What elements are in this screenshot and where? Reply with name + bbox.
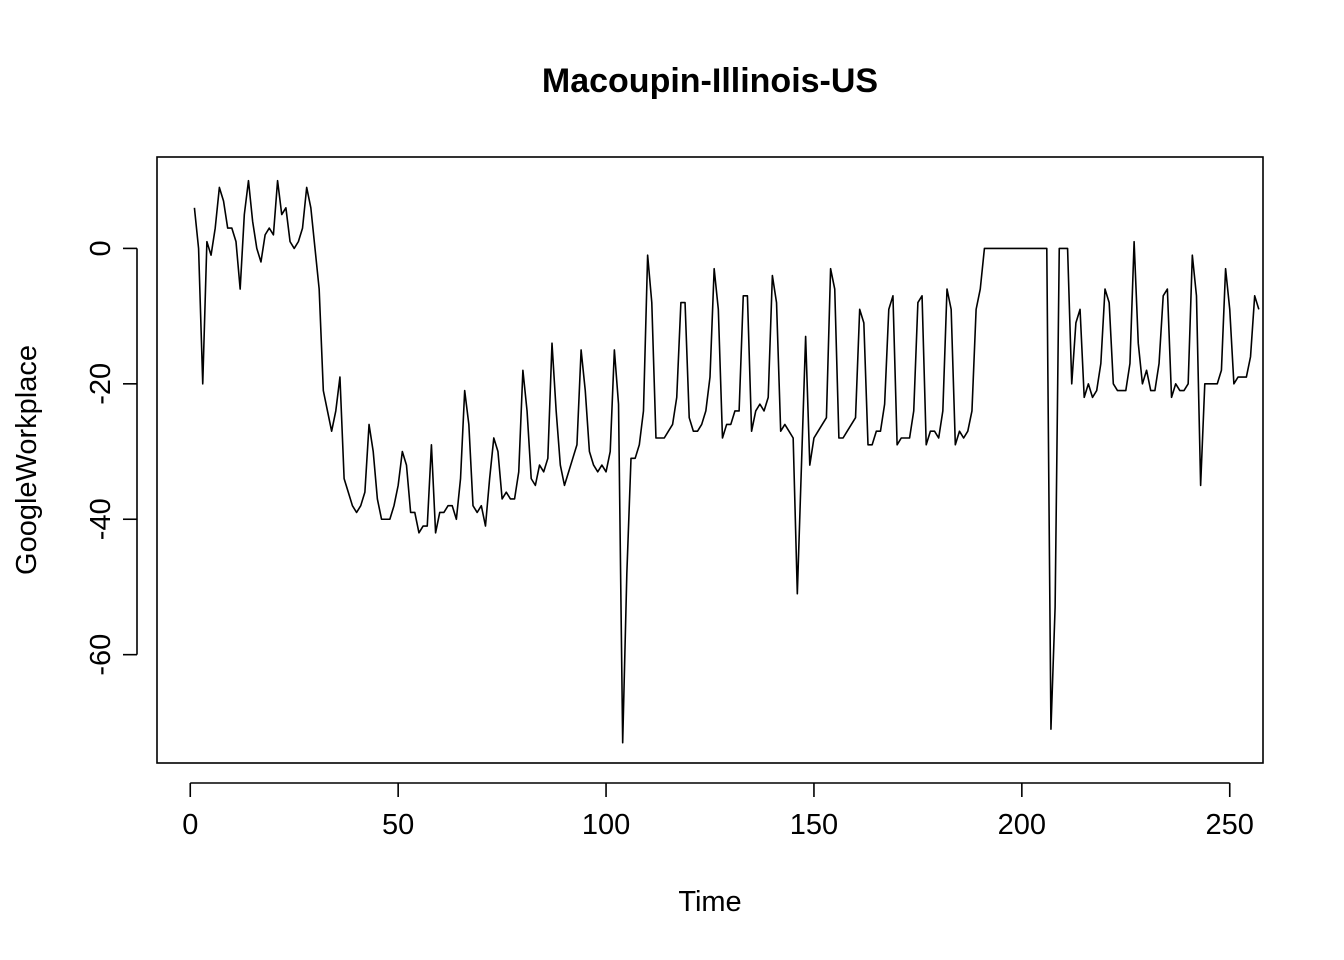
x-axis: 0 50 100 150 200 250 [182,782,1254,841]
series-line [193,179,1260,744]
x-tick-label: 100 [582,809,630,841]
x-tick-label: 0 [182,809,198,841]
x-tick-label: 50 [382,809,414,841]
x-tick-label: 200 [998,809,1046,841]
y-tick-label: 0 [85,240,117,256]
x-tick-label: 150 [790,809,838,841]
x-axis-label: Time [678,886,741,918]
chart-title: Macoupin-Illinois-US [542,62,878,100]
y-tick-label: -60 [85,634,117,676]
y-axis-label: GoogleWorkplace [11,345,43,575]
y-axis: 0 -20 -40 -60 [85,240,138,676]
plot-frame [156,156,1264,764]
x-tick-label: 250 [1206,809,1254,841]
y-tick-label: -40 [85,498,117,540]
y-tick-label: -20 [85,363,117,405]
